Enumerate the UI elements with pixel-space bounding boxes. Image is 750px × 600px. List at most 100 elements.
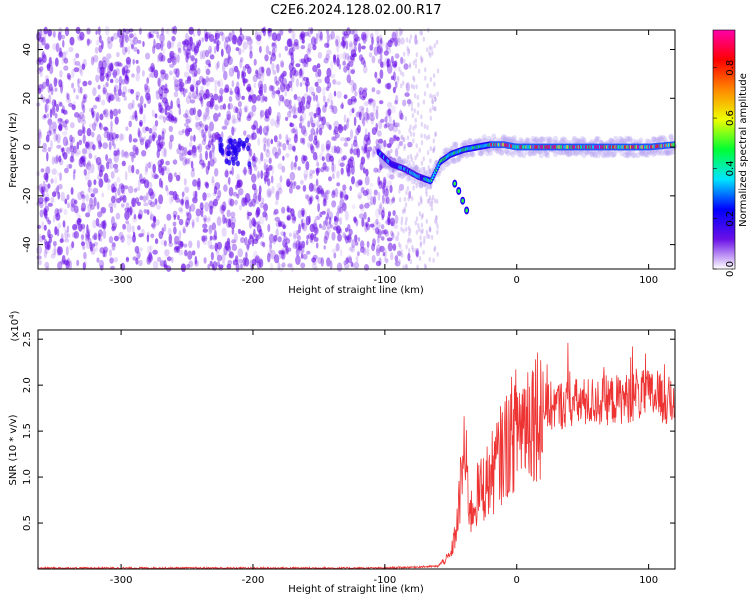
noise-dot [116, 61, 122, 67]
noise-dot [306, 194, 310, 202]
noise-dot [390, 230, 394, 237]
noise-dot [131, 99, 135, 109]
noise-dot [313, 138, 318, 145]
noise-dot [413, 77, 416, 83]
noise-dot [348, 61, 354, 67]
noise-dot [46, 244, 51, 250]
noise-dot [47, 229, 51, 239]
noise-dot [229, 198, 235, 207]
noise-dot [81, 124, 85, 134]
noise-dot [216, 254, 223, 262]
noise-dot [399, 251, 402, 257]
noise-dot [169, 134, 174, 142]
noise-dot [175, 68, 180, 78]
noise-dot [154, 113, 158, 119]
noise-dot [312, 65, 318, 73]
noise-dot [191, 145, 197, 154]
noise-dot [321, 116, 326, 126]
noise-dot [120, 184, 125, 194]
noise-dot [98, 45, 103, 53]
noise-dot [326, 33, 330, 42]
noise-dot [106, 161, 110, 170]
noise-dot [199, 202, 204, 211]
signal-halo [491, 133, 497, 140]
noise-dot [315, 178, 319, 187]
noise-dot [183, 178, 187, 186]
noise-dot [171, 35, 176, 42]
noise-dot [90, 247, 96, 255]
noise-dot [387, 211, 392, 217]
noise-dot [121, 37, 125, 48]
noise-dot [353, 38, 358, 47]
noise-dot [102, 250, 106, 258]
noise-dot [323, 220, 326, 226]
noise-dot [195, 216, 200, 223]
noise-dot [280, 73, 285, 79]
noise-dot [280, 61, 284, 68]
noise-dot [168, 41, 175, 49]
colorbar: 0.00.20.40.60.8 Normalized spectral ampl… [712, 29, 749, 277]
noise-dot [274, 64, 279, 69]
noise-dot [226, 209, 231, 218]
noise-dot [215, 250, 220, 257]
noise-dot [256, 73, 262, 80]
noise-dot [325, 145, 330, 153]
noise-dot [408, 62, 412, 68]
noise-dot [106, 65, 111, 73]
noise-dot [163, 240, 167, 247]
noise-dot [213, 229, 217, 240]
noise-dot [269, 243, 273, 253]
noise-dot [315, 94, 319, 102]
noise-dot [87, 187, 93, 194]
signal-halo [651, 151, 657, 158]
signal-halo [594, 135, 600, 142]
noise-dot [326, 98, 330, 104]
colorbar-ticks: 0.00.20.40.60.8 [713, 60, 736, 277]
noise-dot [277, 163, 283, 170]
noise-dot [45, 134, 50, 143]
noise-dot [120, 133, 125, 141]
signal-halo [481, 137, 487, 144]
noise-dot [264, 131, 269, 137]
noise-dot [271, 186, 275, 194]
noise-dot [356, 148, 361, 158]
noise-dot [380, 118, 385, 123]
noise-dot [58, 183, 63, 190]
noise-dot [163, 116, 166, 123]
noise-dot [283, 236, 288, 241]
noise-dot [103, 126, 108, 131]
noise-dot [95, 217, 100, 227]
signal-halo [567, 150, 573, 157]
noise-dot [299, 122, 303, 129]
noise-dot [118, 108, 121, 115]
noise-dot [420, 222, 424, 228]
noise-dot [342, 60, 347, 66]
noise-dot [237, 248, 243, 258]
noise-dot [44, 44, 50, 50]
noise-dot [186, 62, 190, 71]
noise-dot [125, 56, 131, 65]
noise-dot [82, 96, 88, 103]
noise-dot [97, 229, 103, 238]
signal-core [672, 142, 676, 147]
noise-dot [55, 103, 60, 113]
noise-dot [358, 213, 365, 219]
signal-halo [375, 144, 381, 151]
noise-dot [282, 155, 285, 161]
signal-halo [619, 150, 625, 157]
noise-dot [376, 46, 382, 55]
noise-dot [105, 72, 108, 79]
noise-dot [190, 169, 195, 178]
noise-dot [97, 211, 103, 218]
noise-dot [137, 39, 142, 44]
noise-dot [150, 65, 155, 72]
noise-dot [222, 201, 227, 212]
noise-dot [209, 54, 215, 60]
noise-dot [99, 113, 104, 121]
noise-dot [431, 50, 434, 56]
noise-dot [82, 134, 86, 144]
signal-halo [465, 150, 471, 157]
noise-dot [275, 220, 281, 228]
y-tick-label: 1.5 [22, 423, 33, 439]
noise-dot [214, 168, 219, 177]
